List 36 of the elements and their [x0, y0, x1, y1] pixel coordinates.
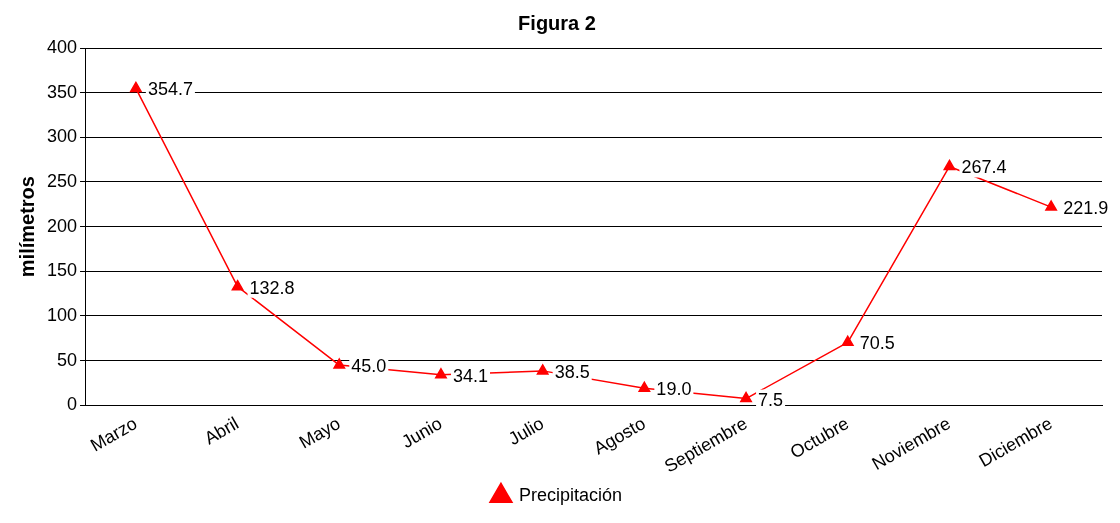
y-axis-title: milímetros [15, 176, 38, 278]
point [536, 364, 549, 375]
y-tick-label: 150 [46, 260, 78, 281]
text: 354.7 [147, 79, 193, 100]
text: 45.0 [351, 356, 387, 377]
point [129, 81, 142, 93]
point [740, 391, 753, 403]
y-tick-label: 250 [46, 170, 78, 191]
text: 221.9 [1063, 198, 1109, 219]
point [231, 279, 244, 291]
chart-title: Figura 2 [518, 11, 596, 34]
text: 19.0 [656, 379, 692, 400]
point [333, 358, 346, 369]
y-tick-label: 350 [46, 81, 78, 102]
x-tick-label: Mayo [295, 413, 344, 453]
text: 7.5 [758, 389, 784, 410]
y-tick-label: 0 [67, 394, 78, 415]
x-tick-label: Julio [505, 413, 548, 449]
x-tick-label: Abril [200, 413, 243, 449]
text: 70.5 [859, 333, 895, 354]
y-tick-label: 400 [46, 36, 78, 57]
text: 38.5 [554, 361, 590, 382]
text: 267.4 [961, 157, 1007, 178]
point [841, 335, 854, 347]
legend-label: Precipitación [518, 484, 623, 505]
y-tick-label: 100 [46, 304, 78, 325]
y-tick-label: 300 [46, 126, 78, 147]
point [943, 159, 956, 171]
point [638, 381, 651, 393]
y-tick-label: 50 [57, 349, 78, 370]
text: 34.1 [452, 365, 489, 386]
point [1045, 200, 1058, 211]
y-tick-label: 200 [46, 215, 78, 236]
x-tick-label: Junio [398, 413, 446, 452]
text: 132.8 [249, 277, 295, 298]
point [435, 368, 447, 379]
